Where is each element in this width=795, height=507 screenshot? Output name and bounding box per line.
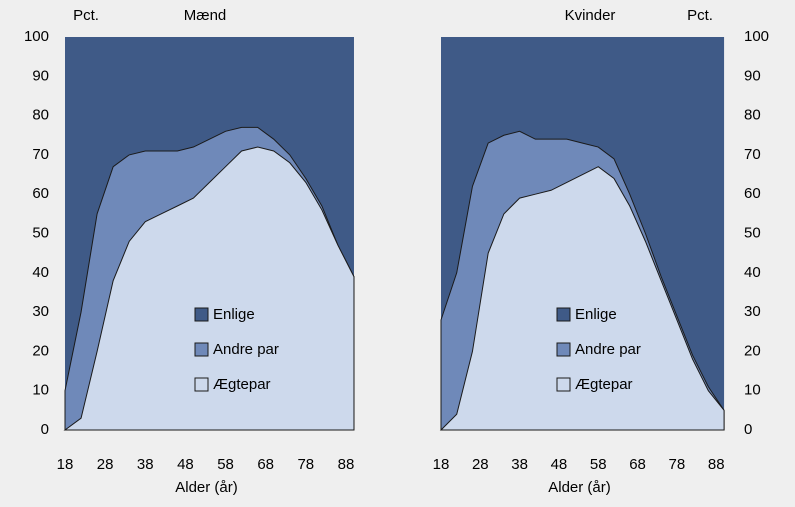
legend-swatch	[194, 377, 209, 392]
y-tick-label: 60	[32, 185, 49, 202]
y-tick-label: 0	[744, 421, 752, 438]
x-axis-label: Alder (år)	[175, 479, 238, 496]
legend-swatch	[556, 307, 571, 322]
y-axis-label: Pct.	[73, 7, 99, 24]
x-tick-label: 18	[57, 456, 74, 473]
x-tick-label: 28	[472, 456, 489, 473]
y-tick-label: 30	[32, 303, 49, 320]
chart-title: Mænd	[184, 7, 227, 24]
y-tick-label: 70	[32, 146, 49, 163]
y-tick-label: 100	[744, 28, 769, 45]
legend-label: Andre par	[575, 341, 641, 358]
y-tick-label: 10	[32, 382, 49, 399]
y-tick-label: 10	[744, 382, 761, 399]
x-tick-label: 58	[590, 456, 607, 473]
x-tick-label: 38	[511, 456, 528, 473]
x-tick-label: 78	[669, 456, 686, 473]
y-tick-label: 20	[744, 342, 761, 359]
x-tick-label: 18	[433, 456, 450, 473]
legend-label: Enlige	[575, 306, 617, 323]
x-tick-label: 48	[551, 456, 568, 473]
y-tick-label: 50	[744, 224, 761, 241]
y-tick-label: 100	[24, 28, 49, 45]
y-tick-label: 90	[744, 67, 761, 84]
legend-label: Ægtepar	[213, 376, 271, 393]
y-tick-label: 70	[744, 146, 761, 163]
legend-swatch	[194, 307, 209, 322]
y-tick-label: 40	[32, 264, 49, 281]
x-tick-label: 28	[97, 456, 114, 473]
y-tick-label: 90	[32, 67, 49, 84]
legend-label: Ægtepar	[575, 376, 633, 393]
legend-swatch	[194, 342, 209, 357]
x-tick-label: 58	[217, 456, 234, 473]
x-tick-label: 88	[708, 456, 725, 473]
legend-label: Andre par	[213, 341, 279, 358]
legend-swatch	[556, 342, 571, 357]
y-tick-label: 60	[744, 185, 761, 202]
x-tick-label: 48	[177, 456, 194, 473]
chart-title: Kvinder	[565, 7, 616, 24]
legend-label: Enlige	[213, 306, 255, 323]
legend-swatch	[556, 377, 571, 392]
y-tick-label: 40	[744, 264, 761, 281]
x-tick-label: 78	[297, 456, 314, 473]
x-axis-label: Alder (år)	[548, 479, 611, 496]
y-tick-label: 30	[744, 303, 761, 320]
x-tick-label: 68	[629, 456, 646, 473]
x-tick-label: 68	[257, 456, 274, 473]
y-tick-label: 20	[32, 342, 49, 359]
y-tick-label: 0	[41, 421, 49, 438]
x-tick-label: 38	[137, 456, 154, 473]
y-tick-label: 80	[744, 107, 761, 124]
y-tick-label: 80	[32, 107, 49, 124]
y-tick-label: 50	[32, 224, 49, 241]
area	[439, 166, 725, 431]
y-axis-label: Pct.	[687, 7, 713, 24]
x-tick-label: 88	[338, 456, 355, 473]
area	[63, 146, 355, 431]
